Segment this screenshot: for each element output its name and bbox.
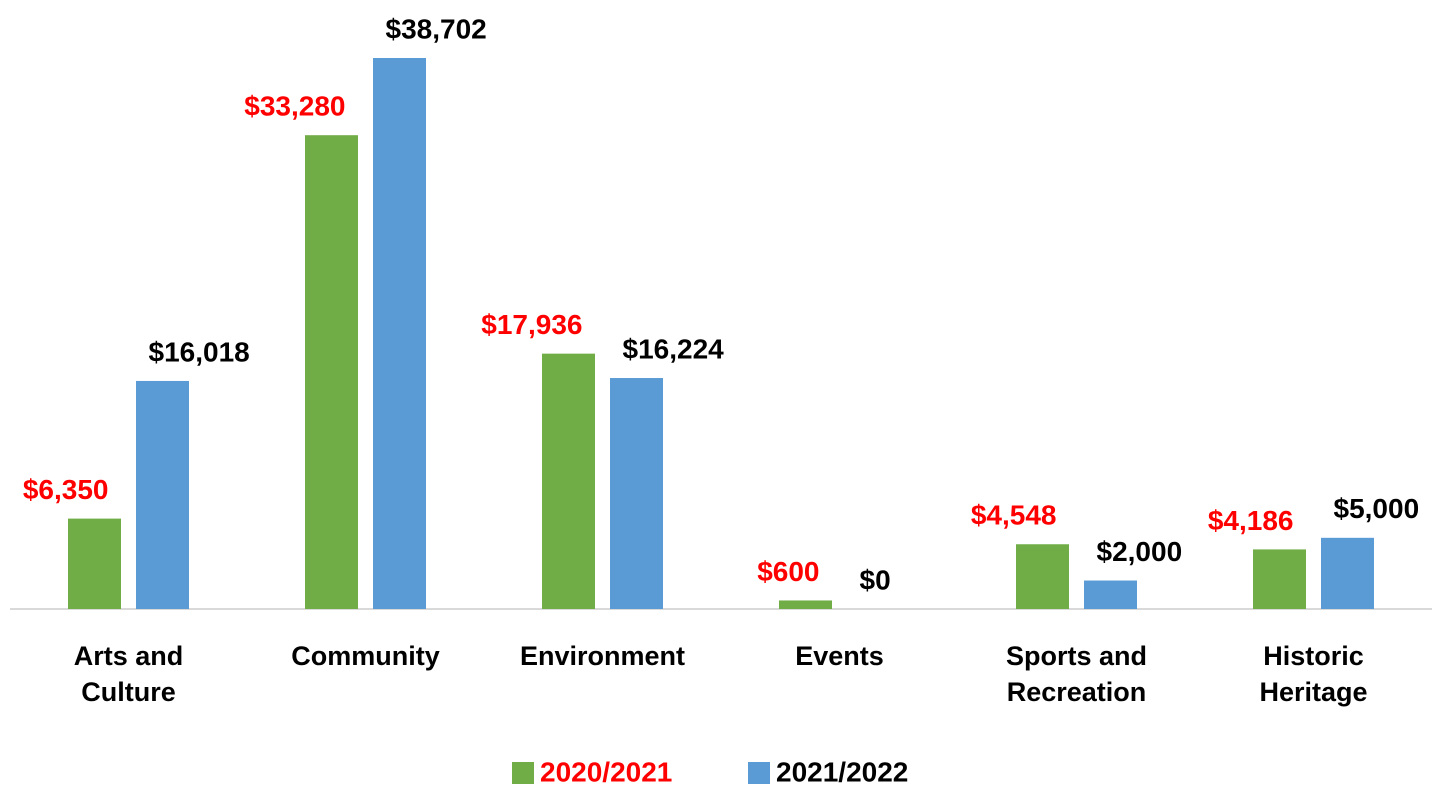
bar — [1016, 544, 1069, 609]
bar — [68, 518, 121, 609]
x-tick-label: Arts and Culture — [73, 641, 184, 707]
data-label: $17,936 — [481, 309, 582, 340]
data-label: $2,000 — [1097, 536, 1183, 567]
bar — [1084, 580, 1137, 609]
data-label: $33,280 — [244, 91, 345, 122]
x-tick-label: Community — [291, 641, 440, 671]
bar — [1253, 549, 1306, 609]
legend-label: 2020/2021 — [540, 756, 672, 787]
legend-label: 2021/2022 — [776, 756, 908, 787]
data-label: $6,350 — [23, 474, 109, 505]
x-tick-label: Environment — [519, 641, 686, 671]
data-label: $16,018 — [149, 336, 250, 367]
bar — [1321, 537, 1374, 609]
data-label: $4,186 — [1208, 505, 1294, 536]
legend-swatch — [512, 762, 534, 784]
bar — [136, 380, 189, 609]
bar — [779, 600, 832, 609]
bar — [542, 353, 595, 609]
data-label: $0 — [860, 564, 891, 595]
x-tick-label: Sports and Recreation — [1005, 641, 1147, 707]
bar — [610, 378, 663, 609]
data-label: $4,548 — [971, 500, 1057, 531]
legend-swatch — [748, 762, 770, 784]
data-label: $5,000 — [1334, 493, 1420, 524]
data-label: $600 — [757, 556, 819, 587]
data-label: $16,224 — [623, 333, 725, 364]
bar — [305, 135, 358, 609]
data-label: $38,702 — [386, 13, 487, 44]
x-tick-label: Events — [795, 641, 884, 671]
bar — [373, 58, 426, 609]
x-tick-label: Historic Heritage — [1259, 641, 1368, 707]
